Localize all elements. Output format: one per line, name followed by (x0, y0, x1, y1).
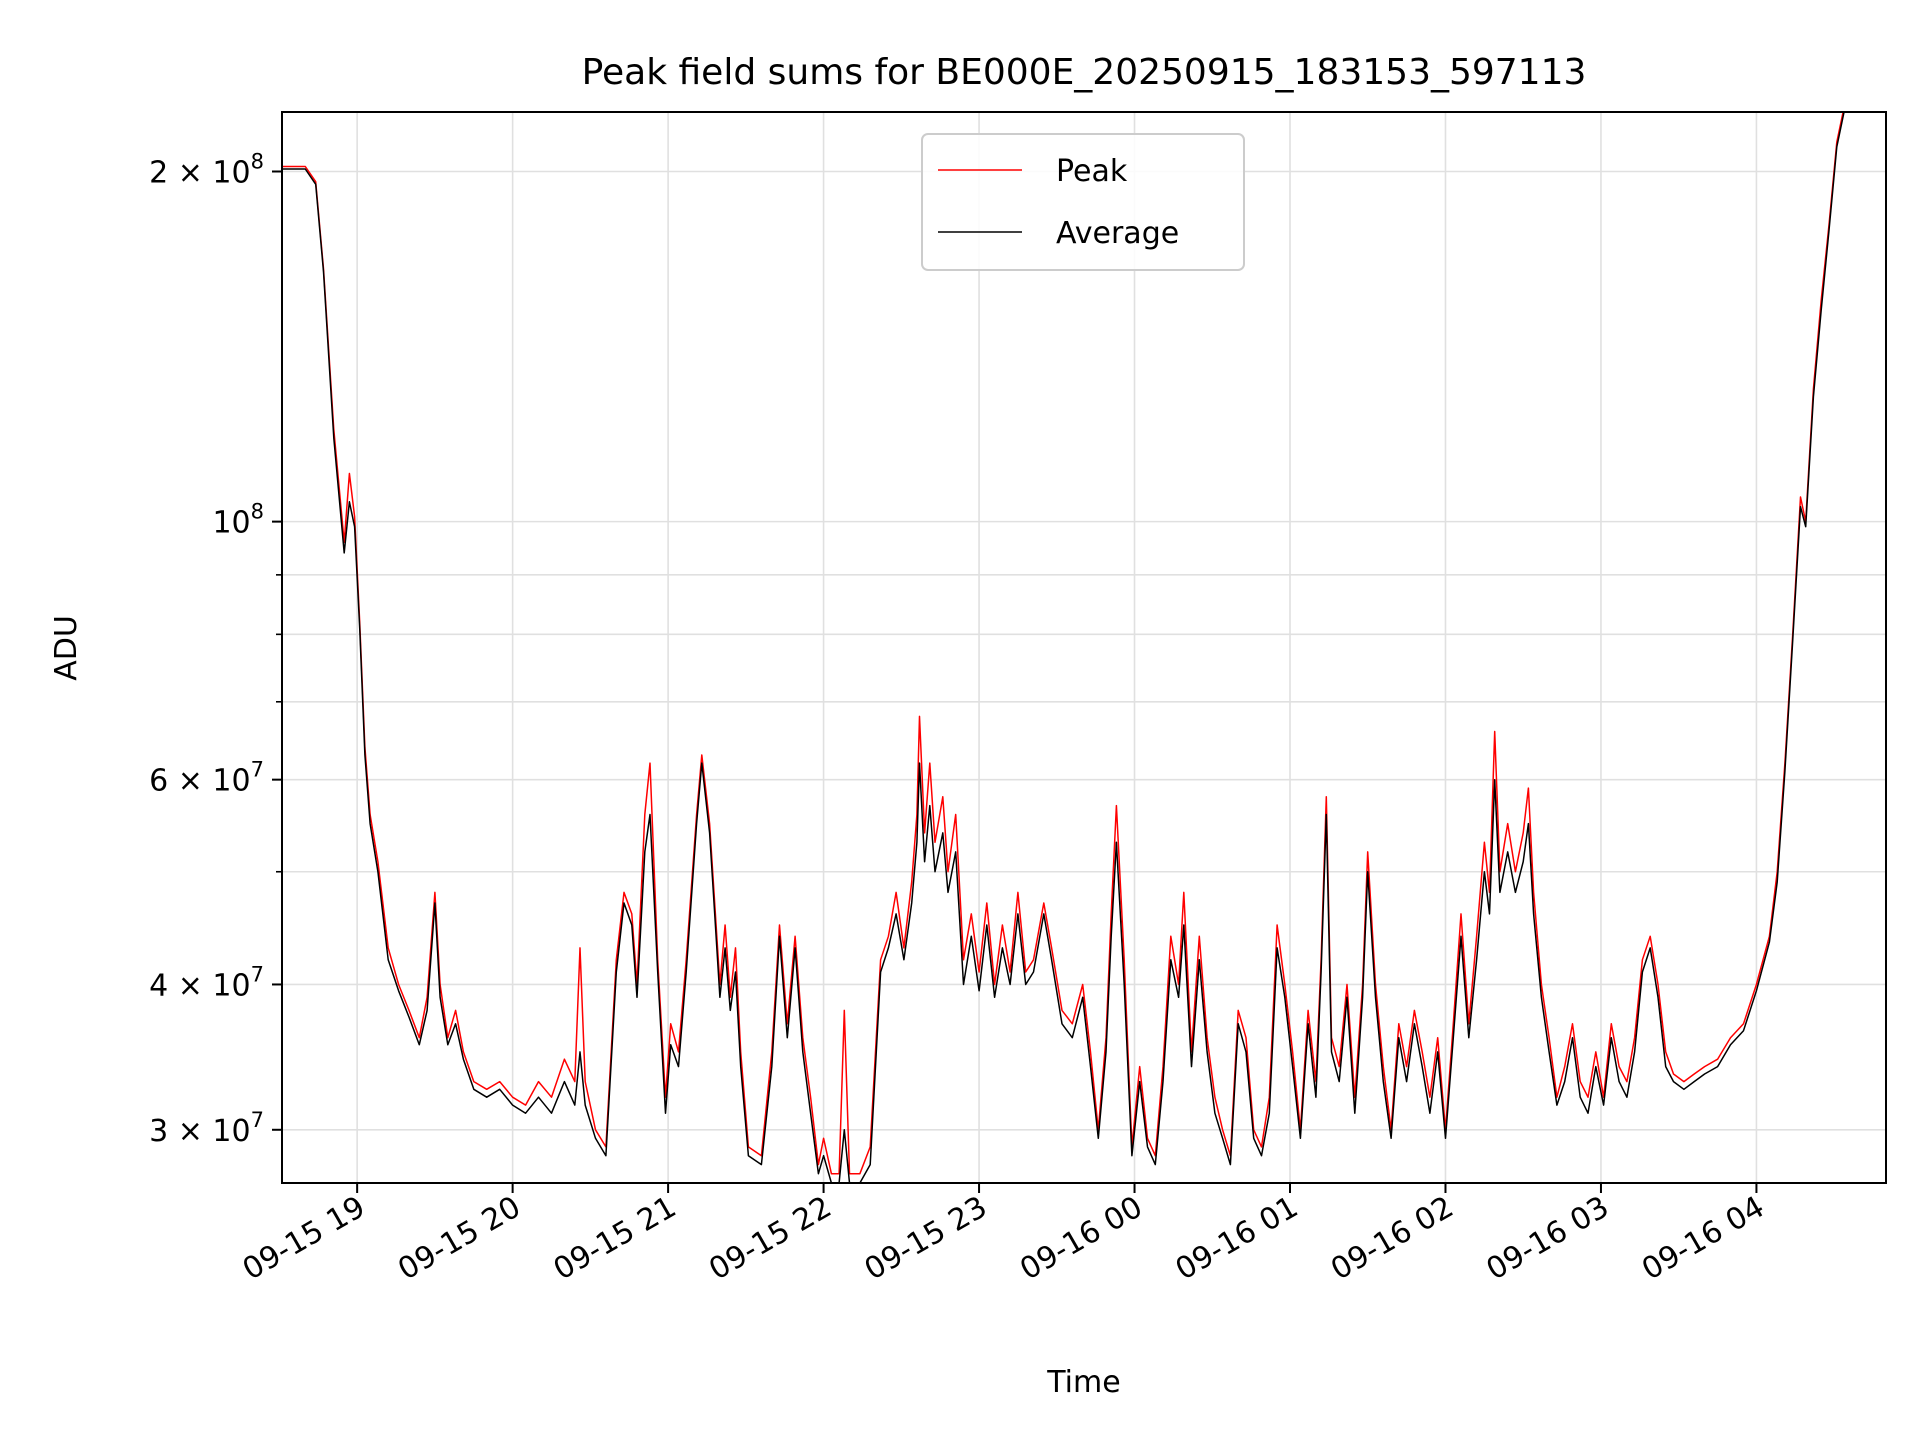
plot-frame (281, 111, 1887, 1184)
chart-title: Peak field sums for BE000E_20250915_1831… (582, 52, 1587, 93)
y-axis: 3 × 107 4 × 107 6 × 107 108 2 × 108 (149, 149, 282, 1149)
series-layer (282, 112, 1845, 1183)
legend: Peak Average (921, 133, 1245, 271)
y-tick-label: 4 × 107 (149, 962, 264, 1003)
series-line-average (282, 112, 1845, 1183)
y-axis-label: ADU (49, 615, 84, 681)
legend-label-average: Average (1056, 216, 1179, 251)
series-line-peak (282, 112, 1844, 1175)
y-tick-label: 3 × 107 (149, 1108, 264, 1149)
y-tick-label: 6 × 107 (149, 758, 264, 799)
x-axis-label: Time (1046, 1365, 1120, 1400)
legend-box (921, 133, 1245, 271)
y-tick-label: 108 (212, 500, 264, 541)
legend-label-peak: Peak (1056, 154, 1128, 189)
y-tick-label: 2 × 108 (149, 149, 264, 190)
